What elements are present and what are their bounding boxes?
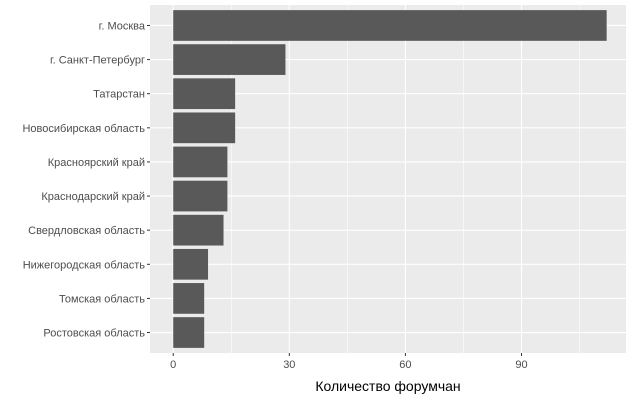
x-axis-title: Количество форумчан [315, 378, 460, 394]
bar [173, 10, 607, 41]
bar [173, 180, 228, 212]
y-tick-label: Красноярский край [48, 157, 145, 169]
y-tick-label: Новосибирская область [22, 123, 145, 135]
y-tick-label: Краснодарский край [41, 191, 145, 203]
y-axis: г. Москва г. Санкт-Петербург Татарстан Ново… [22, 20, 150, 340]
y-tick-label: Татарстан [93, 89, 145, 101]
bar [173, 214, 224, 246]
bar [173, 317, 205, 348]
x-tick-label: 30 [283, 359, 295, 371]
x-axis: 0 30 60 90 [170, 353, 528, 371]
y-tick-label: г. Москва [99, 20, 146, 32]
bar [173, 248, 209, 280]
bar [173, 78, 236, 110]
bars [173, 10, 607, 348]
bar [173, 44, 286, 75]
bar [173, 112, 236, 144]
bar [173, 283, 205, 314]
x-tick-label: 90 [515, 359, 527, 371]
y-tick-label: Свердловская область [28, 225, 145, 237]
bar [173, 146, 228, 178]
y-tick-label: Томская область [59, 293, 145, 305]
x-tick-label: 60 [399, 359, 411, 371]
y-tick-label: г. Санкт-Петербург [50, 55, 145, 67]
y-tick-label: Нижегородская область [23, 259, 146, 271]
y-tick-label: Ростовская область [43, 328, 145, 340]
x-tick-label: 0 [170, 359, 176, 371]
